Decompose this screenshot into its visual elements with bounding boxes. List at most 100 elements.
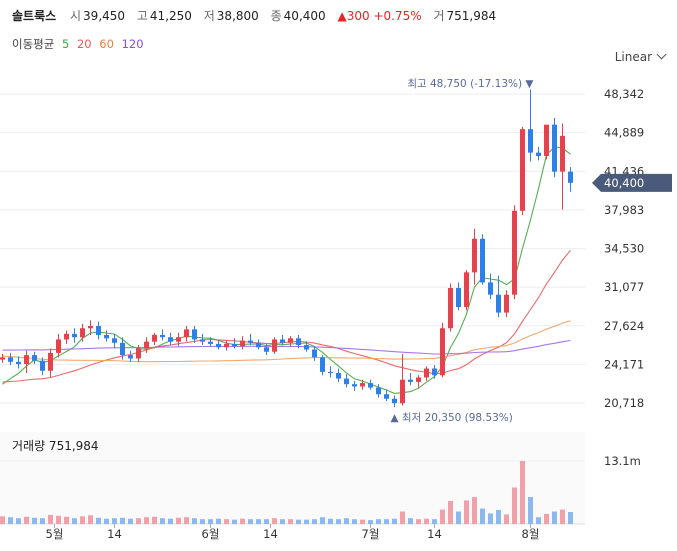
candle: [112, 333, 117, 349]
volume-panel-bg: [0, 432, 585, 524]
volume-bar: [328, 518, 333, 524]
candle-body: [520, 129, 525, 211]
volume-bars: [0, 461, 573, 524]
ma120-label[interactable]: 120: [121, 37, 144, 51]
candle-body: [144, 341, 149, 349]
candle-body: [544, 124, 549, 156]
x-axis-labels: 5월 14 6월 14 7월 14 8월: [46, 524, 539, 541]
candle-body: [488, 282, 493, 295]
candle-body: [48, 352, 53, 371]
candle: [216, 339, 221, 350]
candle: [168, 332, 173, 346]
volume-bar: [152, 516, 157, 524]
volume-bar: [568, 511, 573, 524]
y-tick-label: 24,171: [604, 357, 644, 371]
candle-body: [192, 329, 197, 340]
ma20-label[interactable]: 20: [76, 37, 92, 51]
candle: [104, 330, 109, 342]
volume-bar: [488, 513, 493, 524]
candle: [360, 379, 365, 390]
candle-body: [168, 337, 173, 342]
candle: [544, 124, 549, 160]
change-value: ▲300: [337, 9, 370, 23]
candle: [64, 330, 69, 344]
current-price-label: 40,400: [604, 176, 644, 190]
candle: [480, 234, 485, 285]
y-tick-label: 34,530: [604, 242, 644, 256]
candle: [456, 282, 461, 311]
candle: [328, 366, 333, 378]
candle-body: [232, 343, 237, 347]
stock-summary-header: 솔트룩스 시 39,450 고 41,250 저 38,800 종 40,400 ▲30…: [12, 7, 504, 24]
candle-body: [80, 328, 85, 338]
open-value: 39,450: [83, 9, 126, 23]
close-label: 종: [270, 9, 282, 23]
candle-body: [536, 152, 541, 156]
candle-body: [104, 334, 109, 339]
candle: [504, 290, 509, 318]
candle-body: [360, 383, 365, 387]
volume-bar: [448, 500, 453, 524]
volume-bar: [136, 518, 141, 524]
candle-body: [296, 338, 301, 346]
volume-bar: [48, 514, 53, 524]
candle: [536, 147, 541, 161]
candle-body: [568, 171, 573, 183]
volume-bar: [304, 519, 309, 524]
candle-body: [40, 360, 45, 371]
candle-body: [376, 387, 381, 395]
candle: [224, 340, 229, 351]
candle-body: [392, 398, 397, 404]
candle-body: [72, 333, 77, 338]
candle: [56, 333, 61, 358]
ma5-label[interactable]: 5: [61, 37, 70, 51]
candle: [192, 326, 197, 343]
volume-bar: [144, 517, 149, 524]
candle: [288, 336, 293, 347]
candle: [336, 368, 341, 382]
volume-panel-label: 거래량 751,984: [12, 439, 99, 453]
volume-bar: [480, 508, 485, 524]
candle-body: [272, 339, 277, 352]
candle: [72, 328, 77, 343]
candle-body: [496, 294, 501, 313]
candle: [8, 352, 13, 366]
candle: [464, 270, 469, 311]
candle: [232, 338, 237, 349]
volume-bar: [40, 518, 45, 524]
open-label: 시: [70, 9, 82, 23]
candle-body: [256, 342, 261, 348]
scale-selector-label: Linear: [614, 50, 652, 64]
volume-bar: [416, 519, 421, 524]
candle: [408, 372, 413, 386]
volume-bar: [504, 514, 509, 524]
volume-bar: [432, 519, 437, 524]
candle-body: [384, 394, 389, 399]
ma-legend-label: 이동평균: [12, 37, 55, 51]
volume-bar: [464, 500, 469, 524]
candle: [40, 357, 45, 376]
candle-body: [528, 129, 533, 153]
volume-bar: [56, 515, 61, 524]
volume-value: 751,984: [446, 9, 497, 23]
candle: [48, 348, 53, 378]
ma20-line: [2, 249, 571, 383]
candle: [488, 273, 493, 300]
ma60-label[interactable]: 60: [99, 37, 114, 51]
candle: [128, 350, 133, 362]
candle-body: [368, 383, 373, 388]
candle-body: [216, 343, 221, 348]
candle: [120, 337, 125, 360]
candle: [88, 320, 93, 335]
scale-selector[interactable]: Linear: [614, 49, 667, 64]
x-tick-label: 5월: [46, 527, 64, 541]
candle: [376, 384, 381, 398]
moving-average-lines: [2, 146, 571, 394]
candle-body: [56, 339, 61, 353]
candle: [200, 333, 205, 346]
candle: [264, 343, 269, 356]
candle-body: [224, 343, 229, 348]
y-tick-label: 31,077: [604, 280, 644, 294]
candle-body: [8, 357, 13, 362]
